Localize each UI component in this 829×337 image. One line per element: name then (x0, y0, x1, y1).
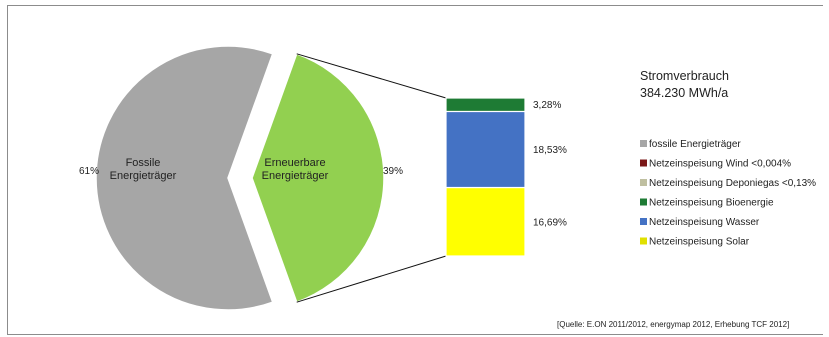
legend: fossile Energieträger Netzeinspeisung Win… (640, 139, 816, 248)
pie-value-label-fossile-energietr-ger: 61% (79, 166, 99, 177)
pie-chart: Fossile Energieträger 61% Erneuerbare Energi… (79, 45, 403, 311)
legend-swatch-fossile-energietr-ger (640, 140, 647, 147)
bar-value-label-netzeinspeisung-bioenergie: 3,28% (533, 100, 561, 111)
legend-swatch-netzeinspeisung-wind-0-004 (640, 159, 647, 167)
bar-value-label-netzeinspeisung-wasser: 18,53% (533, 145, 567, 156)
connector-line-bottom (296, 255, 447, 303)
bar-segment-netzeinspeisung-bioenergie (445, 97, 526, 113)
pie-slice-erneuerbare-energietr-ger (251, 52, 385, 304)
legend-swatch-netzeinspeisung-solar (640, 237, 647, 245)
pie-label-fossile-energietr-ger: Fossile Energieträger (110, 157, 177, 182)
legend-label-netzeinspeisung-wasser: Netzeinspeisung Wasser (649, 217, 760, 228)
pie-label-erneuerbare-energietr-ger: Erneuerbare Energieträger (262, 157, 329, 182)
chart-subtitle: 384.230 MWh/a (640, 86, 728, 100)
chart-title: Stromverbrauch (640, 69, 729, 83)
pie-slice-fossile-energietr-ger (95, 45, 274, 311)
legend-label-netzeinspeisung-deponiegas-0-13: Netzeinspeisung Deponiegas <0,13% (649, 178, 816, 189)
legend-swatch-netzeinspeisung-bioenergie (640, 198, 647, 206)
bar-segment-netzeinspeisung-solar (445, 186, 526, 257)
legend-label-netzeinspeisung-solar: Netzeinspeisung Solar (649, 237, 750, 248)
connector-line-top (296, 53, 447, 99)
stacked-bar: 16,69% 18,53% 3,28% (445, 97, 567, 257)
legend-label-fossile-energietr-ger: fossile Energieträger (649, 139, 741, 150)
pie-value-label-erneuerbare-energietr-ger: 39% (383, 166, 403, 177)
legend-label-netzeinspeisung-wind-0-004: Netzeinspeisung Wind <0,004% (649, 159, 791, 170)
chart-frame (7, 5, 823, 335)
source-note: [Quelle: E.ON 2011/2012, energymap 2012,… (557, 320, 789, 329)
legend-swatch-netzeinspeisung-deponiegas-0-13 (640, 179, 647, 186)
legend-swatch-netzeinspeisung-wasser (640, 218, 647, 225)
bar-value-label-netzeinspeisung-solar: 16,69% (533, 217, 567, 228)
bar-segment-netzeinspeisung-wasser (445, 110, 526, 189)
legend-label-netzeinspeisung-bioenergie: Netzeinspeisung Bioenergie (649, 198, 774, 209)
bar-connectors (296, 53, 447, 303)
